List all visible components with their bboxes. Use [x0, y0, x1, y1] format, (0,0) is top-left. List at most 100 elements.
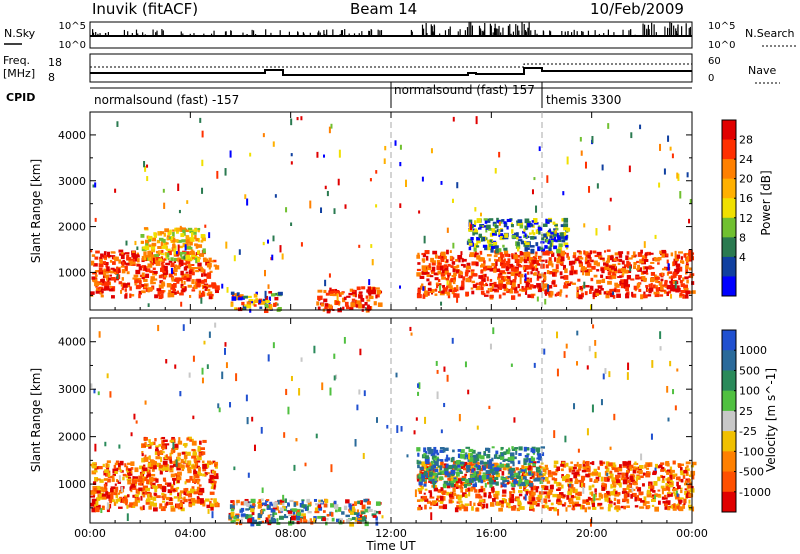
velocity-cell	[179, 490, 184, 494]
power-cell	[659, 250, 662, 254]
power-cell	[106, 277, 111, 281]
power-cell	[571, 282, 576, 285]
power-cell	[131, 253, 136, 258]
velocity-cell	[128, 468, 132, 471]
power-cell	[677, 266, 683, 272]
power-cell	[456, 296, 459, 303]
velocity-cell	[416, 459, 419, 465]
velocity-cell	[671, 504, 676, 508]
power-cell	[591, 265, 596, 270]
power-cell	[674, 250, 677, 255]
velocity-cell	[460, 488, 463, 492]
velocity-cell	[183, 491, 187, 496]
power-cell	[323, 289, 327, 294]
velocity-cell	[143, 466, 146, 469]
velocity-cell	[457, 496, 462, 501]
velocity-cell	[198, 452, 202, 458]
velocity-cell	[267, 514, 271, 519]
velocity-cell	[603, 476, 608, 482]
power-cell	[337, 178, 340, 186]
velocity-cell	[126, 513, 129, 521]
velocity-cell	[229, 402, 232, 408]
velocity-cell	[170, 450, 174, 455]
power-cell	[272, 141, 275, 147]
power-cell	[626, 284, 630, 288]
power-cell	[194, 234, 197, 240]
power-cell	[197, 262, 202, 267]
power-cell	[559, 291, 562, 297]
power-cell	[375, 204, 378, 208]
velocity-cell	[215, 473, 219, 479]
power-cell	[332, 293, 337, 297]
power-cell	[446, 259, 449, 263]
velocity-cell	[193, 470, 198, 475]
power-cell	[517, 273, 522, 278]
power-cell	[452, 116, 455, 122]
velocity-cell	[363, 390, 366, 397]
velocity-cell	[155, 449, 159, 452]
velocity-cell	[142, 470, 146, 474]
power-cell	[648, 283, 651, 288]
power-cell	[161, 246, 166, 249]
velocity-cell	[691, 474, 695, 480]
power-cell	[181, 251, 187, 255]
power-cell	[486, 276, 489, 282]
velocity-cell	[568, 468, 572, 473]
power-cell	[160, 231, 165, 235]
power-cell	[544, 292, 547, 296]
velocity-cell	[651, 360, 654, 368]
velocity-cell	[453, 465, 458, 469]
power-cell	[517, 239, 523, 242]
velocity-cell	[116, 467, 119, 472]
power-cell	[180, 233, 185, 238]
velocity-cell	[272, 503, 277, 508]
velocity-cell	[465, 446, 471, 449]
power-cell	[195, 258, 198, 264]
power-cell	[606, 249, 611, 252]
power-cell	[535, 267, 539, 272]
power-cell	[480, 269, 484, 274]
power-cell	[135, 284, 141, 290]
power-cell	[464, 271, 469, 277]
power-cell	[469, 252, 475, 258]
power-cell	[680, 260, 684, 264]
power-cell	[343, 296, 347, 301]
power-cell	[197, 238, 200, 243]
velocity-cell	[470, 474, 475, 478]
power-cell	[145, 268, 151, 273]
velocity-cell	[492, 498, 496, 502]
velocity-cell	[410, 332, 413, 336]
power-cell	[657, 262, 660, 265]
power-cell	[179, 292, 184, 296]
power-cell	[436, 284, 439, 289]
velocity-cell	[497, 465, 500, 469]
power-cell	[179, 259, 184, 265]
power-cell	[655, 285, 658, 289]
velocity-cell	[577, 491, 582, 496]
velocity-cell	[240, 513, 246, 517]
power-cell	[573, 252, 577, 256]
velocity-cell	[506, 502, 511, 506]
power-cell	[609, 288, 615, 292]
power-cell	[611, 265, 615, 270]
power-cell	[494, 258, 497, 262]
velocity-cell	[177, 479, 180, 483]
power-cell	[561, 239, 566, 243]
power-cell	[427, 287, 432, 292]
power-cell	[550, 232, 554, 235]
velocity-cell	[106, 502, 109, 510]
power-cell	[99, 258, 103, 264]
velocity-colorbar-tick-label: 100	[739, 385, 760, 398]
cpid-segment-2: normalsound (fast) 157	[394, 83, 535, 97]
velocity-cell	[678, 501, 682, 505]
power-cell	[185, 265, 190, 269]
velocity-cell	[144, 441, 147, 446]
velocity-cell	[446, 484, 451, 489]
velocity-cell	[576, 330, 579, 336]
velocity-cell	[519, 502, 522, 506]
power-cell	[688, 267, 693, 271]
velocity-cell	[118, 444, 121, 449]
power-cell	[102, 261, 107, 265]
power-cell	[519, 288, 522, 292]
power-cell	[556, 248, 561, 254]
